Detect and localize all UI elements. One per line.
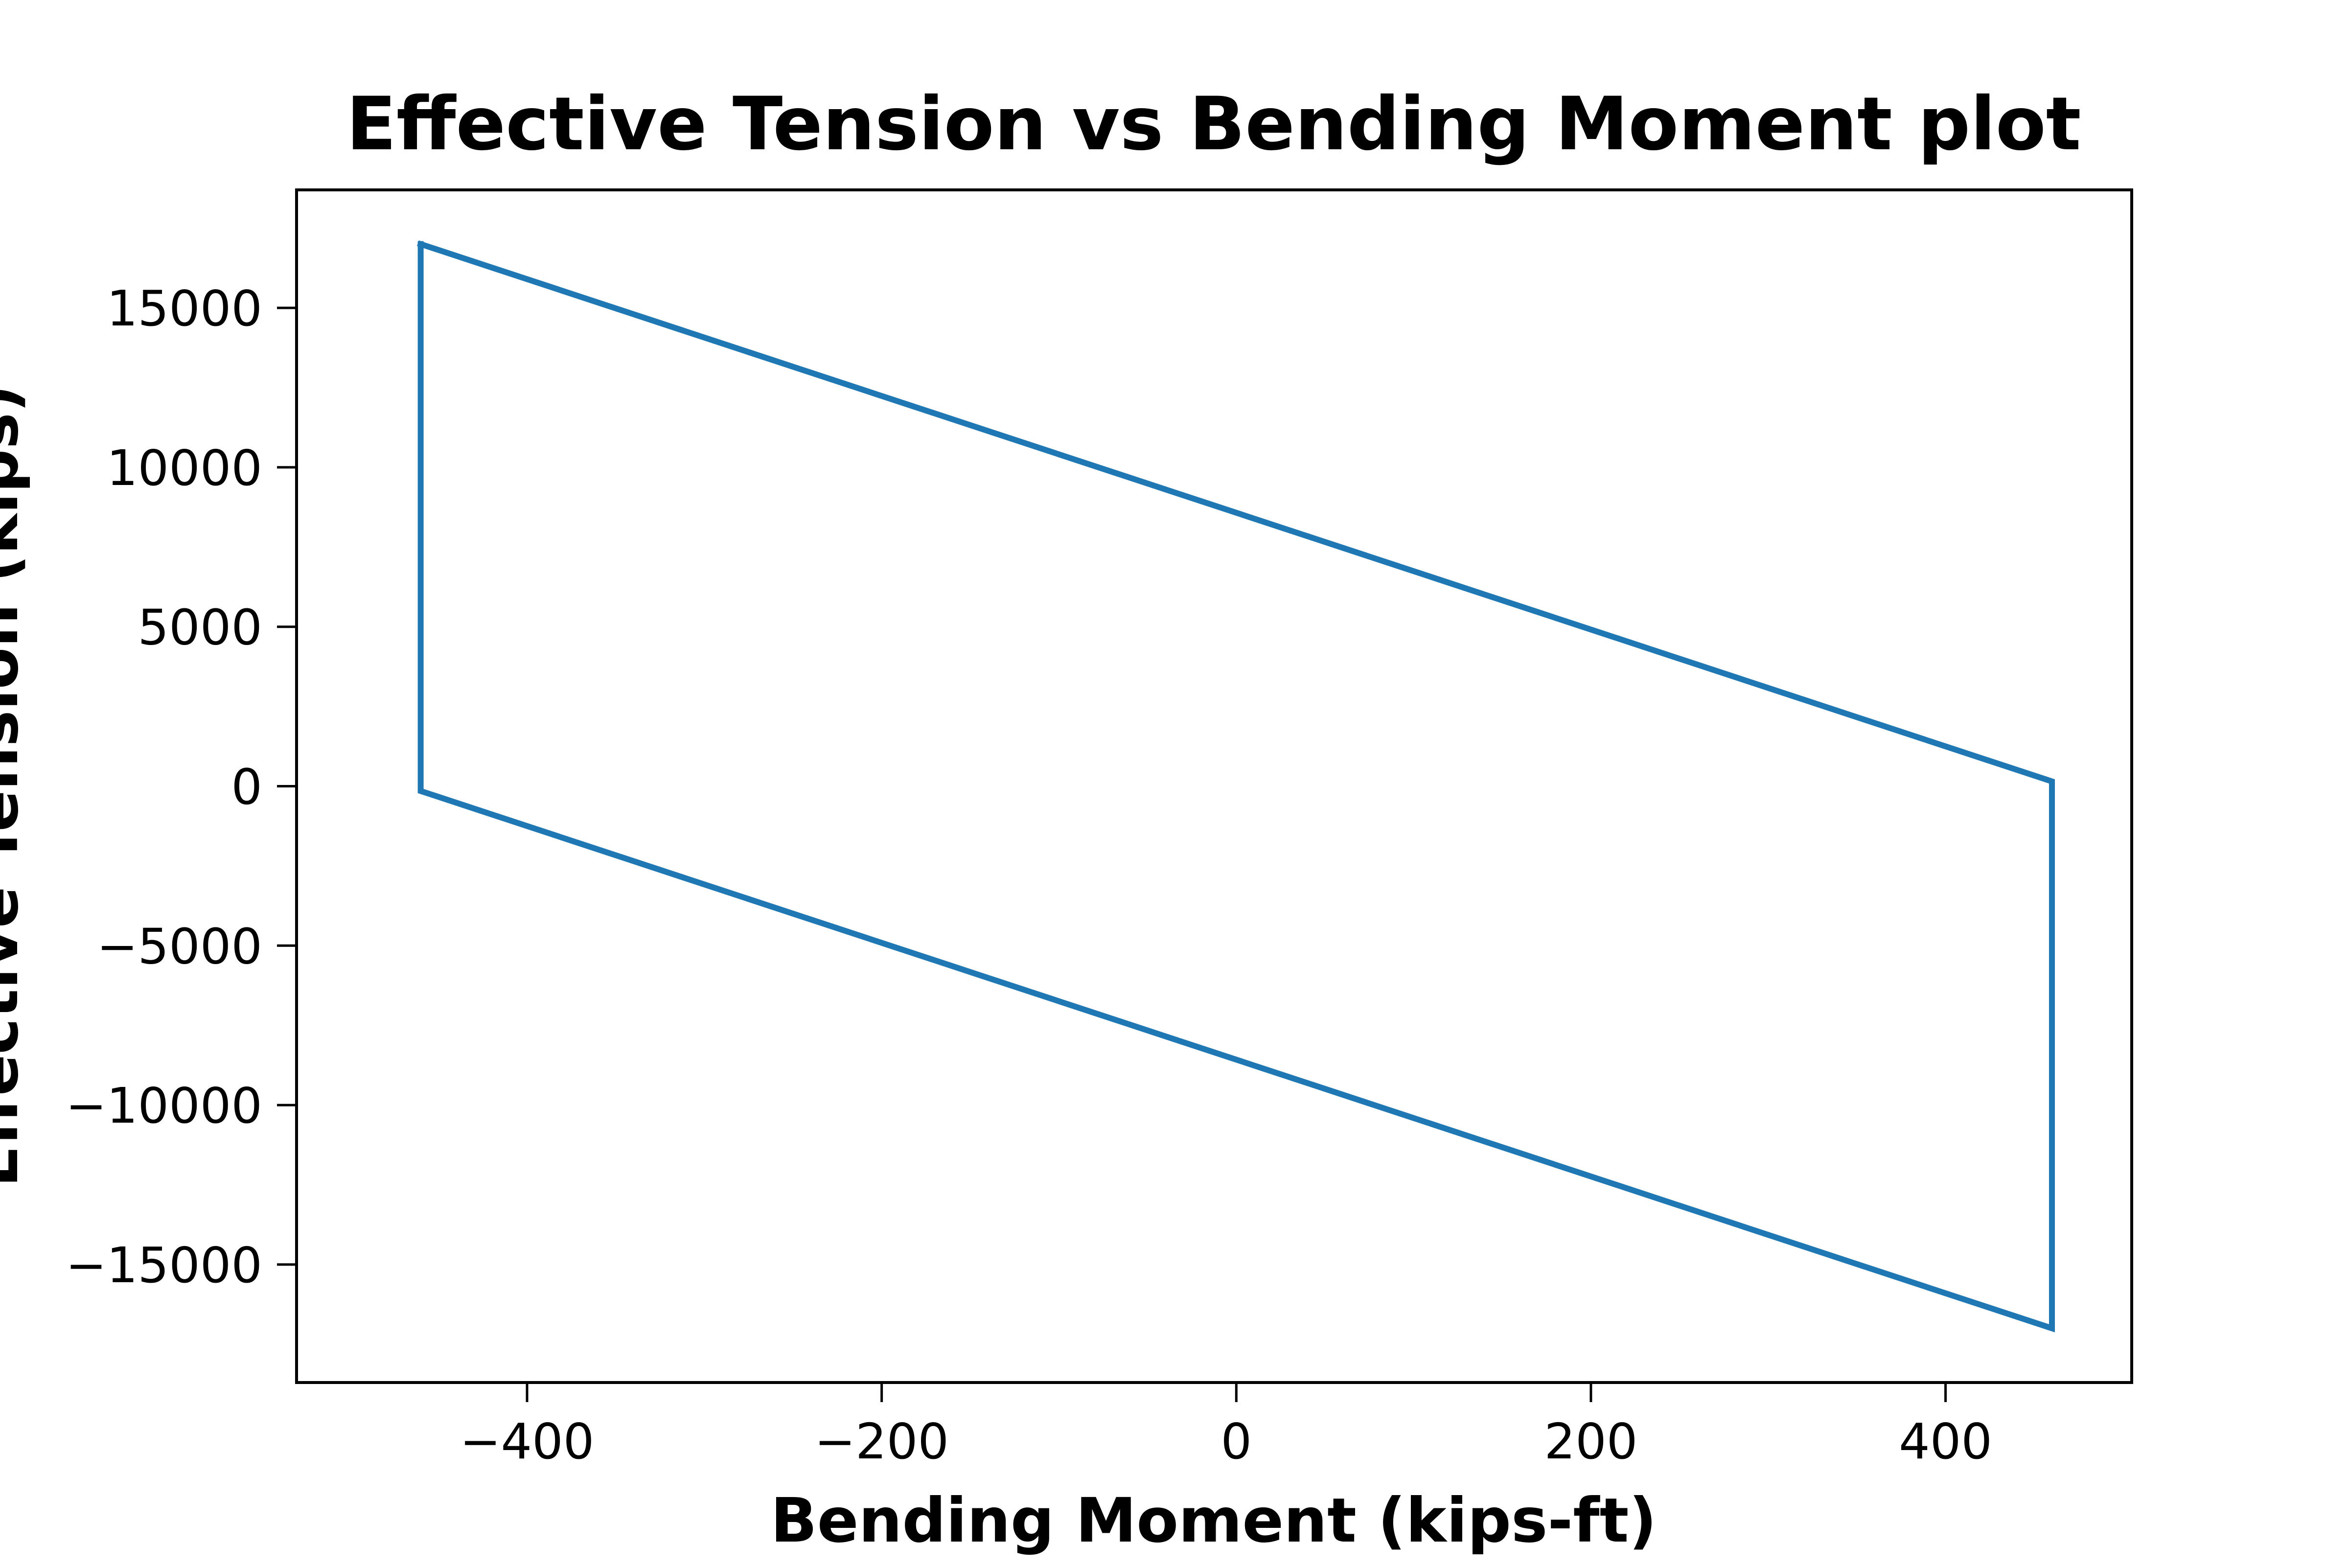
y-tick-label: 5000: [138, 599, 263, 656]
x-tick-label: 0: [1221, 1413, 1252, 1470]
y-tick-label: −5000: [97, 918, 262, 975]
plot-frame: [295, 188, 2133, 1384]
y-tick-label: 10000: [107, 439, 262, 497]
series-layer: [417, 240, 2055, 1333]
y-tick-label: −15000: [66, 1237, 262, 1294]
y-tick-label: 0: [231, 759, 262, 816]
x-tick-label: −400: [460, 1413, 595, 1470]
x-tick-label: −200: [814, 1413, 949, 1470]
y-axis-title: Effective Tension (kips): [0, 385, 32, 1187]
series-line: [417, 240, 2055, 1333]
y-axis-ticks: −15000 −10000 −5000 0 5000 10000 15000: [66, 280, 297, 1294]
y-tick-label: 15000: [107, 280, 262, 337]
y-tick-label: −10000: [66, 1077, 262, 1134]
x-axis-ticks: −400 −200 0 200 400: [460, 1383, 1992, 1470]
x-tick-label: 200: [1544, 1413, 1637, 1470]
x-axis-title: Bending Moment (kips-ft): [770, 1485, 1657, 1556]
x-tick-label: 400: [1899, 1413, 1992, 1470]
chart-title: Effective Tension vs Bending Moment plot: [346, 82, 2081, 167]
